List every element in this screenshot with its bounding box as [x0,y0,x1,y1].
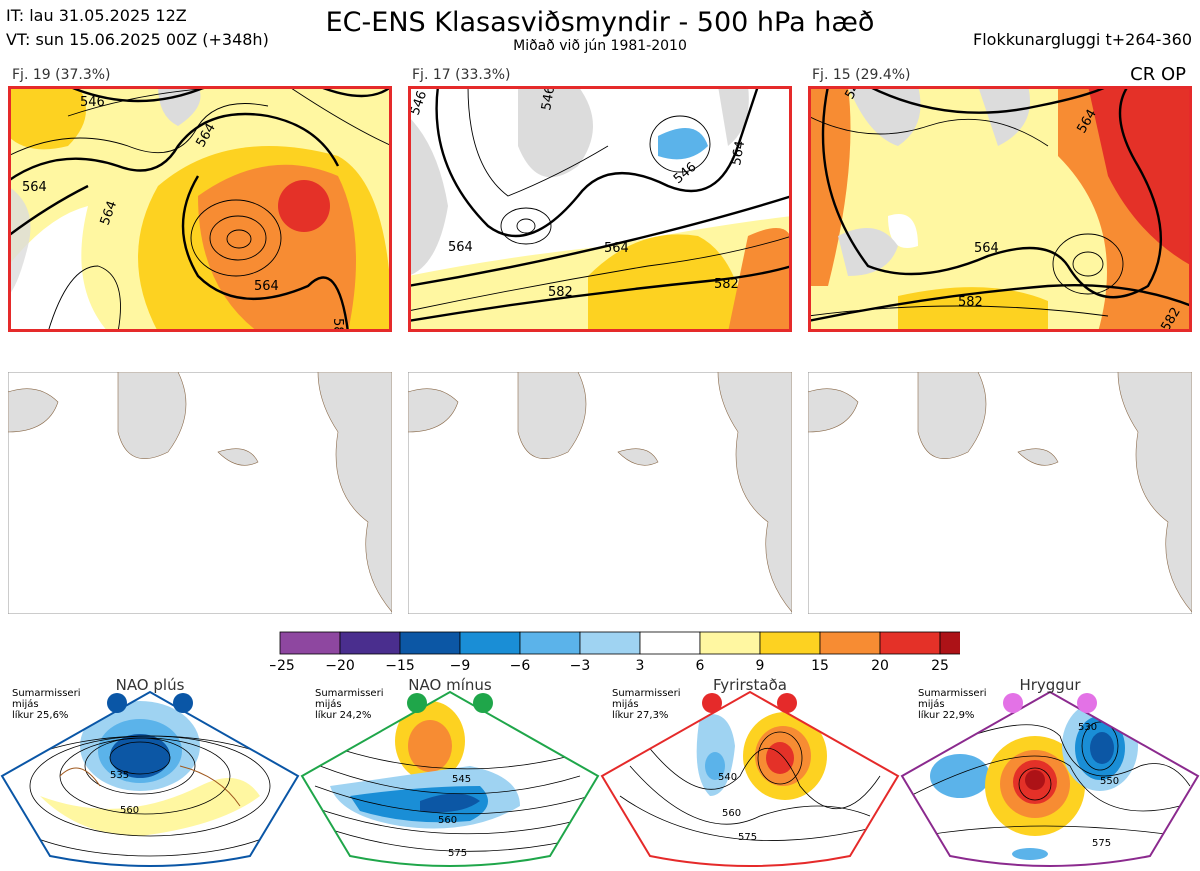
regime-4-marker-left [1003,693,1023,713]
contour-label: 582 [958,295,983,310]
regime-3-contour: 540 [718,772,737,783]
regime-4-season: Sumarmisseri [918,688,986,699]
regime-2-sub: mijás [315,698,342,710]
empty-map-3 [808,372,1192,614]
colorbar-cell [699,631,761,655]
regime-1-season: Sumarmisseri [12,688,80,699]
regime-1-frame [0,690,300,867]
empty-map-2 [408,372,792,614]
colorbar-cell [339,631,401,655]
contour-label: 58 [330,318,345,332]
regime-3-frame [600,690,900,867]
regime-2-marker-left [407,693,427,713]
contour-label: 546 [539,86,558,112]
panel-3-label: Fj. 15 (29.4%) [812,67,911,83]
colorbar-tick-label: 15 [811,658,829,674]
regime-3-marker-left [702,693,722,713]
regime-4-prob: líkur 22,9% [918,709,974,721]
colorbar-cell [459,631,521,655]
regime-3-title: Fyrirstaða [713,676,787,694]
regime-1-contour: 535 [110,770,129,781]
regime-2-marker-right [473,693,493,713]
valid-time: VT: sun 15.06.2025 00Z (+348h) [6,30,269,49]
regime-3-contour: 575 [738,832,757,843]
colorbar-cell [519,631,581,655]
colorbar-cell [819,631,881,655]
empty-map-1 [8,372,392,614]
contour-label: 582 [714,277,739,292]
colorbar-tick-label: −6 [510,658,531,674]
contour-label: 564 [254,279,279,294]
cluster-map-3: 546 564 564 582 582 [808,86,1192,332]
regime-1-marker-right [173,693,193,713]
regime-2-frame [300,690,600,867]
contour-label: 564 [974,241,999,256]
classification-window: Flokkunargluggi t+264-360 [973,30,1192,49]
regime-4-contour: 575 [1092,838,1111,849]
regime-2-prob: líkur 24,2% [315,709,371,721]
regime-4-frame [900,690,1200,867]
regime-3-contour: 560 [722,808,741,819]
panel-2-label: Fj. 17 (33.3%) [412,67,511,83]
colorbar-tick-label: −25 [270,658,295,674]
colorbar-cell [279,631,341,655]
regime-3-marker-right [777,693,797,713]
regime-4-title: Hryggur [1019,676,1081,694]
contour-label: 546 [80,95,105,110]
regime-4-contour: 550 [1100,776,1119,787]
colorbar-tick-label: 20 [871,658,889,674]
regime-1-prob: líkur 25,6% [12,709,68,721]
regime-1-contour: 560 [120,805,139,816]
contour-label: 564 [22,180,47,195]
contour-label: 564 [604,241,629,256]
regime-row: NAO plús Sumarmisseri mijás líkur 25,6% … [0,676,1200,867]
page-title: EC-ENS Klasasviðsmyndir - 500 hPa hæð [325,7,875,38]
colorbar-tick-label: −9 [450,658,471,674]
colorbar-tick-label: −3 [570,658,591,674]
regime-2-season: Sumarmisseri [315,688,383,699]
regime-1-sub: mijás [12,698,39,710]
control-op-badge: CR OP [1130,64,1186,85]
colorbar-tick-label: 9 [756,658,765,674]
colorbar-tick-label: 3 [636,658,645,674]
colorbar-cell [639,631,701,655]
colorbar-tick-label: 25 [931,658,949,674]
colorbar-cell [399,631,461,655]
colorbar-tick-label: −15 [385,658,415,674]
regime-3-sub: mijás [612,698,639,710]
colorbar-tick-label: −20 [325,658,355,674]
regime-2-contour: 545 [452,774,471,785]
colorbar-cell [939,631,960,655]
colorbar-cell [879,631,941,655]
colorbar: −25 −20 −15 −9 −6 −3 3 6 9 15 20 25 [270,631,960,674]
contour-label: 582 [548,285,573,300]
panel-1-label: Fj. 19 (37.3%) [12,67,111,83]
regime-3-season: Sumarmisseri [612,688,680,699]
cluster-map-1: 546 564 564 564 564 58 [8,86,392,332]
regime-4-marker-right [1077,693,1097,713]
colorbar-cell [759,631,821,655]
colorbar-tick-label: 6 [696,658,705,674]
cluster-map-2: 546 546 564 546 564 582 582 564 [408,86,792,332]
regime-3-prob: líkur 27,3% [612,709,668,721]
regime-1-marker-left [107,693,127,713]
contour-label: 564 [448,240,473,255]
regime-4-contour: 530 [1078,722,1097,733]
regime-2-contour: 560 [438,815,457,826]
regime-2-title: NAO mínus [408,676,492,694]
contour-label: 564 [729,140,748,167]
regime-4-sub: mijás [918,698,945,710]
climatology-subtitle: Miðað við jún 1981-2010 [513,38,687,54]
regime-2-contour: 575 [448,848,467,859]
initial-time: IT: lau 31.05.2025 12Z [6,6,187,25]
colorbar-cell [579,631,641,655]
regime-1-title: NAO plús [116,676,185,694]
